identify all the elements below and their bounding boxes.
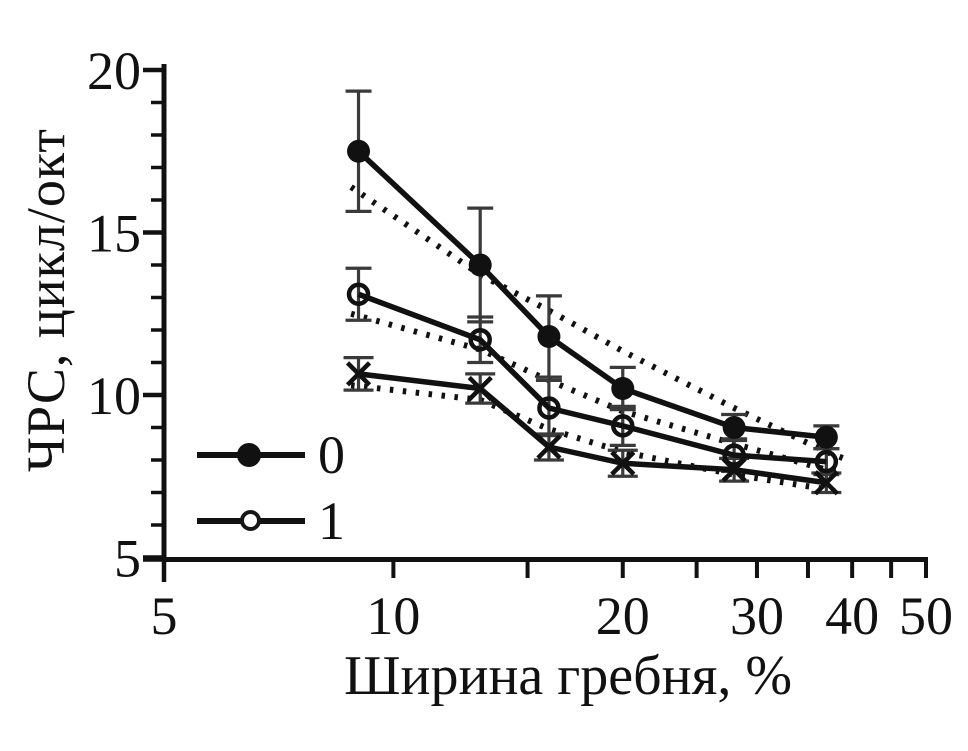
legend-filled-circle-icon [237, 443, 261, 467]
filled-circle-marker [814, 425, 838, 449]
series-line-0 [356, 149, 827, 440]
y-tick-label: 15 [87, 204, 141, 264]
y-tick-label: 5 [114, 529, 141, 589]
x-tick-label: 30 [730, 586, 784, 646]
x-tick-label: 20 [596, 586, 650, 646]
filled-circle-marker [537, 325, 561, 348]
open-circle-marker [611, 414, 635, 438]
filled-circle-marker [722, 416, 746, 439]
x-cross-marker [536, 434, 562, 460]
x-axis-title: Ширина гребня, % [344, 645, 792, 707]
x-cross-marker [467, 375, 493, 402]
x-tick-label: 40 [825, 586, 879, 646]
legend-open-circle-icon [240, 510, 261, 531]
x-cross-marker [813, 470, 839, 496]
series-line-1 [357, 291, 827, 465]
legend-label-1: 1 [318, 491, 345, 551]
y-tick-label: 20 [87, 41, 141, 101]
x-tick-label: 5 [151, 586, 178, 646]
y-axis-title: ЧРС, цикл/окт [16, 128, 76, 472]
filled-circle-marker [468, 253, 492, 277]
open-circle-marker [346, 282, 371, 306]
open-circle-marker [814, 449, 839, 474]
series-line-x [358, 371, 827, 486]
filled-circle-marker [611, 377, 635, 400]
axes-frame [161, 64, 928, 562]
x-tick-label: 10 [366, 586, 420, 646]
open-circle-marker [537, 396, 561, 420]
x-cross-marker [721, 457, 747, 483]
open-circle-marker [468, 328, 492, 352]
open-circle-marker [722, 443, 746, 467]
x-cross-marker [345, 361, 372, 387]
filled-circle-marker [347, 139, 371, 163]
x-tick-label: 50 [899, 586, 953, 646]
x-cross-marker [610, 450, 636, 476]
legend-label-0: 0 [318, 425, 345, 485]
y-tick-label: 10 [87, 366, 141, 426]
